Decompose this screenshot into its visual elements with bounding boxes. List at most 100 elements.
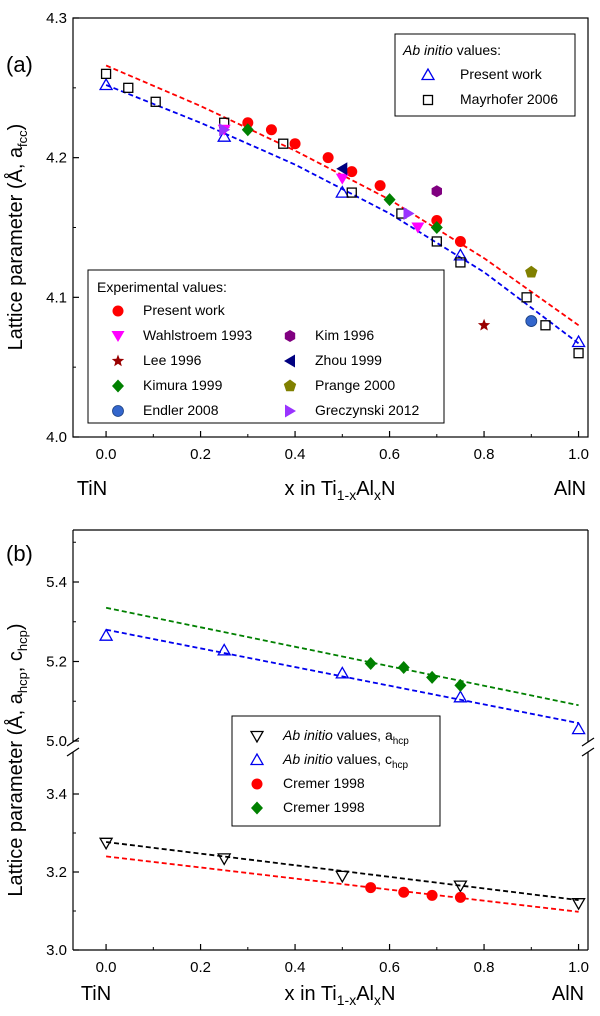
panel-a-legend-label: Zhou 1999 bbox=[315, 352, 382, 368]
panel-a-legend-marker bbox=[420, 67, 436, 81]
panel-a-point bbox=[150, 96, 161, 107]
panel-b-axis-break bbox=[66, 747, 80, 757]
panel-b-label: (b) bbox=[6, 541, 33, 566]
panel-a-legend-marker bbox=[422, 94, 434, 106]
panel-b-ytick-label: 3.4 bbox=[46, 786, 67, 803]
panel-b-xtick-label: 0.6 bbox=[379, 959, 400, 976]
panel-a-aln-label: AlN bbox=[554, 478, 586, 500]
panel-a-legend-label: Kimura 1999 bbox=[143, 377, 223, 393]
panel-a-legend-label: Mayrhofer 2006 bbox=[460, 91, 558, 107]
panel-b-point bbox=[364, 657, 377, 670]
panel-a-point bbox=[100, 68, 112, 80]
panel-a-point bbox=[289, 138, 301, 150]
panel-b-xtick-label: 0.0 bbox=[96, 959, 117, 976]
panel-a-point bbox=[242, 117, 254, 129]
panel-b-axis-break bbox=[581, 747, 595, 757]
panel-b-xtick-label: 1.0 bbox=[568, 959, 589, 976]
panel-a-legend-marker bbox=[285, 404, 296, 418]
panel-a: 0.0 0.2 0.4 0.6 0.8 1.0 4.0 4.1 4.2 4.3 Ab initio … bbox=[46, 10, 589, 463]
panel-a-xtick-label: 0.8 bbox=[474, 446, 495, 463]
panel-a-legend-label: Lee 1996 bbox=[143, 352, 202, 368]
panel-a-point bbox=[477, 318, 491, 331]
panel-b-xtick-label: 0.4 bbox=[285, 959, 306, 976]
panel-b-point bbox=[217, 643, 232, 656]
panel-a-xtick-label: 0.6 bbox=[379, 446, 400, 463]
panel-a-point bbox=[431, 236, 442, 247]
panel-a-point bbox=[241, 123, 254, 137]
panel-b-axis-break bbox=[581, 737, 595, 747]
panel-a-point bbox=[383, 193, 396, 207]
panel-a-legend-marker bbox=[284, 330, 296, 342]
panel-b-legend-label: Cremer 1998 bbox=[283, 775, 365, 791]
panel-a-point bbox=[525, 265, 538, 278]
panel-a-legend-exp-title: Experimental values: bbox=[97, 279, 227, 295]
panel-a-legend-marker bbox=[112, 405, 124, 417]
panel-b-fit-line bbox=[105, 841, 579, 901]
panel-b-point bbox=[335, 666, 350, 679]
panel-a-point bbox=[219, 123, 231, 137]
panel-b-ytick-label: 3.0 bbox=[46, 942, 67, 959]
panel-a-legend-marker bbox=[112, 379, 124, 393]
panel-b-aln-label: AlN bbox=[552, 983, 584, 1005]
panel-b-point bbox=[398, 886, 410, 898]
panel-a-legend-exp-box bbox=[87, 269, 445, 424]
panel-a-legend-label: Kim 1996 bbox=[315, 327, 374, 343]
panel-b-point bbox=[335, 870, 350, 884]
panel-a-legend-abinitio-title: Ab initio values: bbox=[402, 42, 501, 58]
panel-b-legend-marker bbox=[249, 730, 265, 744]
panel-b-legend-marker bbox=[251, 778, 263, 790]
panel-b-fit-line bbox=[105, 855, 579, 913]
panel-a-xtick-label: 0.2 bbox=[190, 446, 211, 463]
panel-a-point bbox=[430, 221, 443, 234]
panel-a-xtick-label: 0.4 bbox=[285, 446, 306, 463]
panel-a-point bbox=[265, 124, 277, 136]
panel-a-legend-marker bbox=[283, 379, 297, 392]
panel-b-point bbox=[571, 898, 586, 911]
plot-layer: 0.0 0.2 0.4 0.6 0.8 1.0 4.0 4.1 4.2 4.3 Ab initio … bbox=[46, 10, 595, 976]
panel-a-ytick-label: 4.1 bbox=[46, 289, 67, 306]
panel-a-point bbox=[571, 334, 586, 348]
panel-a-legend-marker bbox=[111, 331, 125, 342]
panel-a-point bbox=[346, 166, 358, 178]
panel-a-point bbox=[431, 215, 443, 227]
panel-a-xtick-label: 1.0 bbox=[568, 446, 589, 463]
panel-a-point bbox=[453, 248, 468, 261]
panel-b-point bbox=[98, 837, 114, 851]
panel-b-legend-label: Cremer 1998 bbox=[283, 799, 365, 815]
panel-a-legend-marker bbox=[112, 305, 124, 317]
panel-a-point bbox=[322, 152, 334, 164]
panel-a-legend-label: Wahlstroem 1993 bbox=[143, 327, 252, 343]
panel-b-point bbox=[453, 880, 468, 893]
panel-a-point bbox=[335, 185, 350, 198]
panel-a-xlabel: x in Ti1-xAlxN bbox=[285, 478, 396, 503]
panel-a-point bbox=[123, 82, 134, 93]
panel-a-ytick-label: 4.2 bbox=[46, 150, 67, 167]
panel-a-point bbox=[335, 173, 349, 185]
panel-b-point bbox=[571, 721, 586, 735]
panel-a-point bbox=[521, 292, 532, 303]
panel-b-xtick-label: 0.2 bbox=[190, 959, 211, 976]
panel-b-ylabel: Lattice parameter (Å, ahcp, chcp) bbox=[4, 623, 30, 896]
panel-a-point bbox=[403, 207, 415, 220]
panel-a-legend-marker bbox=[111, 354, 125, 367]
panel-a-legend-label: Present work bbox=[460, 66, 543, 82]
panel-b-ytick-label: 5.0 bbox=[46, 733, 67, 750]
panel-b-ytick-label: 5.2 bbox=[46, 654, 67, 671]
panel-a-fit-line bbox=[105, 84, 580, 345]
panel-a-point bbox=[431, 185, 442, 198]
panel-b-point bbox=[454, 891, 466, 903]
panel-a-point bbox=[455, 257, 466, 268]
panel-a-legend-label: Endler 2008 bbox=[143, 402, 219, 418]
panel-b-legend-label: Ab initio values, ahcp bbox=[282, 727, 409, 747]
panel-a-legend-marker bbox=[284, 354, 295, 368]
panel-b-legend-label: Ab initio values, chcp bbox=[282, 751, 409, 771]
panel-a-tin-label: TiN bbox=[77, 478, 107, 500]
panel-a-point bbox=[336, 162, 348, 176]
panel-a-point bbox=[454, 235, 466, 247]
panel-b-fit-line bbox=[105, 628, 579, 724]
panel-b-legend-marker bbox=[251, 801, 263, 815]
panel-a-xtick-label: 0.0 bbox=[96, 446, 117, 463]
panel-b: 0.0 0.2 0.4 0.6 0.8 1.0 3.0 3.2 3.4 5.0 5.2 5.4 Ab i… bbox=[46, 529, 595, 976]
